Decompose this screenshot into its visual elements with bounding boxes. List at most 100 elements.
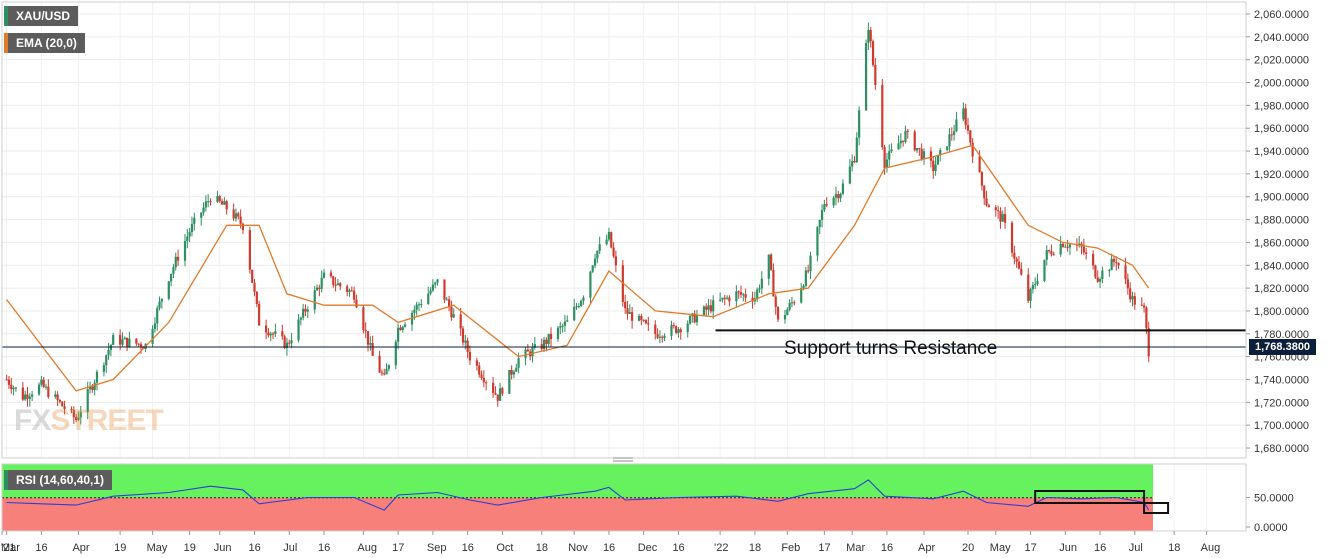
time-tick-label: Dec bbox=[638, 542, 658, 554]
candle-body bbox=[336, 283, 340, 286]
candle-body bbox=[739, 292, 743, 295]
symbol-tag[interactable]: XAU/USD bbox=[4, 6, 79, 26]
rsi-axis: 50.0000 0.0000 bbox=[1246, 493, 1294, 534]
ema-tag[interactable]: EMA (20,0) bbox=[4, 33, 85, 53]
candle-body bbox=[737, 291, 740, 293]
candle-body bbox=[864, 42, 868, 111]
candle-body bbox=[596, 250, 599, 259]
candle-body bbox=[346, 286, 349, 293]
candle-body bbox=[172, 267, 175, 274]
candle-body bbox=[515, 367, 518, 372]
candle-body bbox=[999, 211, 1002, 222]
candle-body bbox=[920, 148, 923, 160]
candle-body bbox=[420, 303, 423, 305]
time-tick-label: Mar bbox=[1, 542, 20, 554]
candle-body bbox=[283, 336, 286, 349]
time-tick-label: 16 bbox=[318, 542, 330, 554]
candle-body bbox=[190, 223, 194, 232]
candle-body bbox=[459, 314, 462, 329]
candle-body bbox=[447, 299, 451, 307]
candle-body bbox=[315, 287, 319, 291]
candle-body bbox=[545, 339, 548, 344]
candle-body bbox=[556, 327, 560, 340]
candle-body bbox=[216, 196, 219, 202]
candle-body bbox=[890, 149, 893, 152]
candle-body bbox=[517, 358, 520, 368]
time-tick-label: Aug bbox=[1201, 542, 1221, 554]
rsi-range-box bbox=[1034, 490, 1146, 504]
candle-body bbox=[582, 297, 585, 301]
candle-body bbox=[904, 130, 907, 142]
price-tick-label: 1,780.0000 bbox=[1254, 329, 1309, 341]
rsi-line-group bbox=[6, 479, 1150, 511]
candle-body bbox=[858, 110, 861, 138]
time-tick-label: Jul bbox=[1129, 542, 1143, 554]
candle-body bbox=[772, 269, 775, 297]
candle-body bbox=[853, 161, 856, 163]
candle-body bbox=[186, 236, 189, 242]
price-tick-label: 1,700.0000 bbox=[1254, 420, 1309, 432]
candle-body bbox=[436, 279, 439, 283]
time-tick-label: 16 bbox=[1094, 542, 1106, 554]
candle-body bbox=[839, 193, 842, 199]
candle-body bbox=[1124, 265, 1127, 280]
candle-body bbox=[531, 347, 534, 357]
candle-body bbox=[561, 325, 564, 327]
candle-body bbox=[915, 148, 919, 151]
candle-body bbox=[378, 355, 381, 373]
candle-body bbox=[939, 150, 942, 156]
candle-body bbox=[223, 201, 226, 205]
candle-body bbox=[334, 284, 337, 286]
candle-body bbox=[193, 217, 196, 224]
candle-body bbox=[207, 201, 210, 203]
candle-body bbox=[725, 297, 729, 299]
candle-body bbox=[605, 239, 608, 245]
candle-body bbox=[1043, 259, 1046, 281]
candle-body bbox=[874, 65, 877, 86]
fxstreet-watermark: FXSTREET bbox=[14, 404, 164, 438]
candle-body bbox=[170, 273, 173, 282]
candle-body bbox=[624, 302, 627, 309]
candle-body bbox=[93, 382, 96, 390]
candle-body bbox=[371, 343, 374, 356]
candle-body bbox=[248, 230, 251, 270]
candle-body bbox=[75, 417, 78, 421]
candle-body bbox=[362, 307, 365, 330]
candle-body bbox=[431, 284, 434, 291]
candle-body bbox=[559, 326, 562, 328]
candle-body bbox=[929, 151, 933, 161]
candle-body bbox=[218, 196, 221, 202]
candle-body bbox=[302, 308, 305, 318]
candle-body bbox=[962, 108, 965, 120]
candle-body bbox=[255, 291, 258, 304]
time-tick-label: 16 bbox=[672, 542, 684, 554]
candle-body bbox=[306, 309, 309, 312]
candle-body bbox=[607, 232, 611, 240]
candle-body bbox=[508, 369, 511, 394]
rsi-tick-label: 0.0000 bbox=[1254, 522, 1288, 534]
candle-body bbox=[86, 389, 89, 413]
candle-body bbox=[380, 372, 384, 374]
candle-body bbox=[128, 338, 131, 347]
rsi-tag[interactable]: RSI (14,60,40,1) bbox=[4, 470, 113, 490]
candle-body bbox=[264, 325, 268, 333]
candle-body bbox=[855, 137, 858, 163]
ema-line-group bbox=[6, 144, 1150, 392]
price-axis: 2,060.0000 2,040.0000 2,020.0000 2,000.0000… bbox=[1246, 9, 1309, 455]
candle-body bbox=[936, 155, 939, 165]
main-frame bbox=[1, 1, 1247, 459]
candle-body bbox=[1001, 214, 1004, 222]
candle-body bbox=[533, 343, 536, 348]
candle-body bbox=[1045, 250, 1048, 260]
candle-body bbox=[417, 304, 421, 306]
time-tick-label: 16 bbox=[35, 542, 47, 554]
candle-body bbox=[121, 339, 124, 345]
time-tick-label: 17 bbox=[392, 542, 404, 554]
candle-body bbox=[285, 342, 289, 349]
candle-body bbox=[776, 307, 780, 320]
candle-body bbox=[547, 333, 550, 344]
candle-body bbox=[906, 130, 909, 132]
candle-body bbox=[709, 305, 712, 312]
candle-body bbox=[160, 298, 163, 302]
